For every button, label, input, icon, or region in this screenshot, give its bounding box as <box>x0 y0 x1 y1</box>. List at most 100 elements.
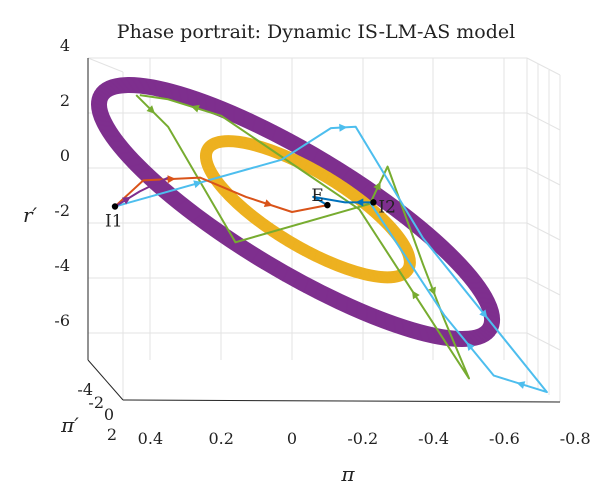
orbit-hatch-line <box>125 78 136 92</box>
orbit-hatch-line <box>92 93 108 103</box>
orbit-hatch-line <box>191 211 205 223</box>
orbit-hatch-line <box>292 272 300 288</box>
orbit-hatch-line <box>224 193 236 199</box>
trajectory-arrow-3 <box>479 309 488 319</box>
orbit-hatch-line <box>205 142 216 151</box>
orbit-hatch-line <box>314 282 320 299</box>
orbit-hatch-line <box>329 256 333 269</box>
x-tick-label: -0.2 <box>347 429 378 448</box>
orbit-hatch-line <box>242 110 246 127</box>
orbit-hatch-line <box>479 301 496 305</box>
orbit-hatch-line <box>201 147 213 155</box>
orbit-hatch-line <box>200 160 213 164</box>
trajectory-line-6 <box>114 176 169 208</box>
orbit-hatch-line <box>244 137 249 150</box>
orbit-hatch-line <box>378 271 385 283</box>
orbit-hatch-line <box>338 182 347 193</box>
orbit-hatch-line <box>281 131 288 147</box>
orbit-hatch-line <box>278 147 281 160</box>
orbit-hatch-line <box>168 83 175 100</box>
z-tick-label: -4 <box>77 380 93 399</box>
orbit-hatch-line <box>91 105 108 112</box>
orbit-hatch-line <box>354 265 358 278</box>
orbit-hatch-line <box>261 120 267 137</box>
orbit-hatch-line <box>129 162 145 168</box>
y-tick-label: 2 <box>60 91 70 110</box>
orbit-hatch-line <box>387 271 396 283</box>
orbit-hatch-line <box>97 124 114 128</box>
orbit-hatch-line <box>399 247 412 250</box>
trajectory-arrow-3 <box>193 180 202 189</box>
trajectory-arrow-2 <box>146 105 155 114</box>
orbit-hatch-line <box>223 135 232 147</box>
orbit-hatch-line <box>248 138 253 151</box>
orbit-hatch-line <box>93 114 110 119</box>
orbit-hatch-line <box>367 269 372 282</box>
orbit-hatch-line <box>195 91 199 108</box>
orbit-hatch-line <box>210 224 223 237</box>
orbit-hatch-line <box>450 331 460 346</box>
orbit-hatch-line <box>200 152 212 158</box>
orbit-hatch-line <box>401 319 406 336</box>
orbit-hatch-line <box>235 203 247 211</box>
orbit-hatch-line <box>340 167 351 182</box>
y-tick-label: 0 <box>60 146 70 165</box>
y-axis-label: r′ <box>23 203 38 227</box>
orbit-hatch-line <box>343 185 352 196</box>
orbit-hatch-line <box>433 243 449 250</box>
orbit-hatch-line <box>271 125 278 142</box>
orbit-hatch-line <box>311 148 320 164</box>
trajectory-arrow-4 <box>263 199 273 207</box>
orbit-hatch-line <box>318 168 326 180</box>
trajectory-arrow-2 <box>373 181 381 191</box>
orbit-hatch-line <box>375 309 377 326</box>
orbit-hatch-line <box>321 154 331 170</box>
orbit-hatch-line <box>484 312 500 319</box>
orbit-hatch-line <box>324 287 330 304</box>
orbit-hatch-line <box>91 101 107 109</box>
orbit-hatch-line <box>333 178 342 189</box>
orbit-hatch-line <box>145 79 154 95</box>
orbit-hatch-line <box>92 109 108 115</box>
trajectory-arrow-2 <box>190 104 200 113</box>
orbit-hatch-line <box>109 80 122 93</box>
orbit-hatch-line <box>233 106 236 123</box>
orbit-hatch-line <box>177 86 182 102</box>
orbit-hatch-line <box>204 94 207 111</box>
point-i1-marker <box>111 203 119 210</box>
orbit-hatch-line <box>152 80 160 96</box>
trajectory-arrow-3 <box>339 123 348 132</box>
orbit-hatch-line <box>446 256 463 262</box>
x-tick-label: -0.4 <box>418 429 449 448</box>
orbit-hatch-line <box>282 266 290 282</box>
z-tick-label: -2 <box>88 393 104 412</box>
y-tick-label: -4 <box>54 256 70 275</box>
orbit-hatch-line <box>401 250 414 253</box>
trajectory-line-3 <box>114 125 548 394</box>
chart-title: Phase portrait: Dynamic IS-LM-AS model <box>117 21 515 43</box>
orbit-hatch-line <box>369 208 381 216</box>
point-e-label: E <box>311 186 323 206</box>
trajectory-arrows <box>121 104 526 389</box>
orbit-hatch-line <box>462 275 479 279</box>
orbit-hatch-line <box>403 264 415 271</box>
orbit-hatch-line <box>119 78 131 92</box>
orbit-hatch-line <box>240 206 251 214</box>
orbit-hatch-line <box>227 196 240 203</box>
orbit-hatch-line <box>395 270 405 281</box>
trajectory-arrow-5 <box>355 198 364 207</box>
orbit-hatch-line <box>263 223 273 233</box>
orbit-hatch-line <box>258 219 269 229</box>
orbit-hatch-line <box>100 129 117 132</box>
orbit-hatch-line <box>481 305 498 310</box>
orbit-hatch-line <box>483 309 499 315</box>
orbit-hatch-line <box>131 78 141 93</box>
orbit-hatch-line <box>452 263 468 268</box>
orbit-hatch-line <box>478 328 493 339</box>
orbit-hatch-line <box>227 135 235 147</box>
orbit-hatch-line <box>239 136 245 149</box>
orbit-hatch-line <box>386 201 400 213</box>
x-axis-label: π <box>340 462 355 486</box>
orbit-hatch-line <box>313 165 320 177</box>
orbit-hatch-line <box>105 81 119 94</box>
